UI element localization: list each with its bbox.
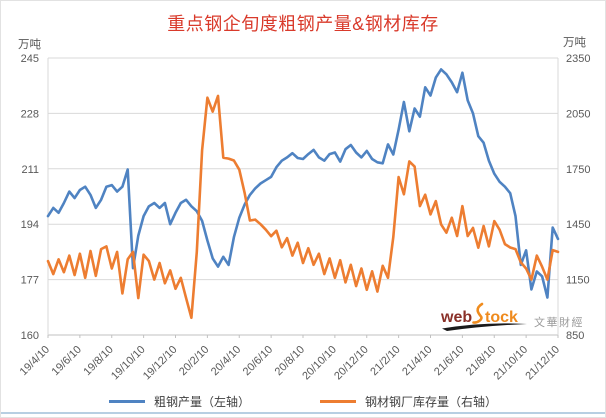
right-axis-tick-label: 2050 (566, 108, 590, 120)
x-axis-date-label: 20/2/10 (177, 344, 211, 378)
left-axis-unit-label: 万吨 (18, 39, 41, 51)
chart-legend: 粗钢产量（左轴） 钢材钢厂库存量（右轴） (1, 392, 605, 410)
legend-label-inventory: 钢材钢厂库存量（右轴） (365, 394, 498, 409)
watermark-web-text: web (440, 309, 472, 326)
x-axis-date-label: 20/12/10 (332, 344, 371, 383)
legend-line-sample-orange (320, 399, 356, 403)
x-axis-date-label: 19/4/10 (18, 344, 52, 378)
left-axis-tick-label: 245 (21, 53, 39, 65)
right-axis-tick-label: 1750 (566, 164, 590, 176)
x-axis-date-label: 21/10/10 (491, 344, 530, 383)
x-axis-date-label: 20/4/10 (209, 344, 243, 378)
legend-line-sample-blue (108, 399, 145, 403)
right-axis-unit-label: 万吨 (563, 37, 586, 49)
series-line-steel-mill-inventory (46, 94, 560, 320)
right-axis-tick-label: 850 (566, 330, 584, 342)
watermark-s-swoosh-icon (472, 302, 484, 324)
watermark-company-name: 文華財經 (534, 315, 584, 329)
x-axis-date-label: 21/6/10 (432, 344, 466, 378)
window-bottom-divider (1, 412, 605, 414)
x-axis-date-label: 21/12/10 (523, 344, 562, 383)
left-axis-tick-label: 160 (21, 330, 39, 342)
watermark-logo: web tock 文華財經 (440, 302, 584, 331)
legend-item-inventory: 钢材钢厂库存量（右轴） (320, 393, 497, 410)
left-axis-tick-label: 177 (21, 275, 39, 287)
watermark-tock-text: tock (485, 309, 518, 326)
x-axis-date-label: 21/4/10 (400, 344, 434, 378)
legend-item-crude-steel: 粗钢产量（左轴） (108, 393, 250, 410)
x-axis-date-label: 19/12/10 (141, 344, 180, 383)
right-axis-tick-label: 2350 (566, 53, 590, 65)
series-line-crude-steel-output (46, 68, 560, 299)
x-axis-date-label: 19/6/10 (50, 344, 84, 378)
x-axis-date-label: 20/10/10 (300, 344, 339, 383)
left-axis-tick-label: 211 (21, 164, 39, 176)
left-axis-tick-label: 194 (21, 219, 39, 231)
right-axis-tick-label: 1150 (566, 275, 590, 287)
x-axis-date-label: 20/6/10 (241, 344, 275, 378)
legend-label-crude-steel: 粗钢产量（左轴） (153, 394, 250, 409)
watermark-underline-swoosh-icon (442, 323, 527, 331)
right-axis-tick-label: 1450 (566, 219, 590, 231)
left-axis-tick-label: 228 (21, 108, 39, 120)
x-axis-date-label: 21/2/10 (368, 344, 402, 378)
x-axis-date-label: 19/10/10 (109, 344, 148, 383)
chart-title: 重点钢企旬度粗钢产量&钢材库存 (167, 14, 439, 34)
